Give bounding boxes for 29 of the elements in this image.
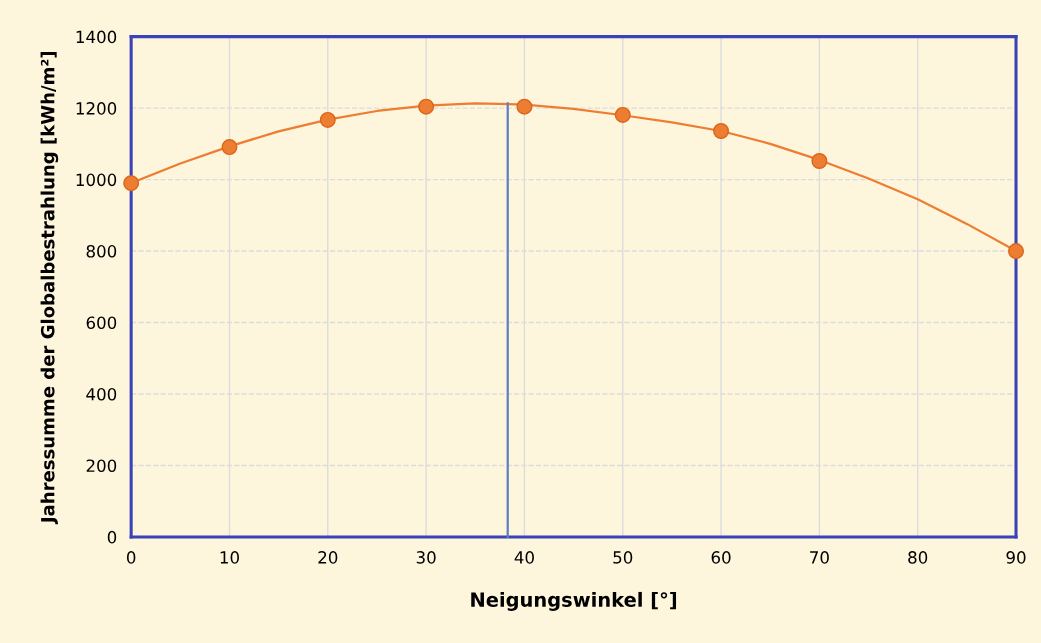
x-tick-label: 50 [613,551,633,564]
point [319,111,336,128]
y-tick-label: 1400 [76,30,117,44]
y-tick-label: 600 [86,316,117,330]
point [1008,243,1024,260]
x-tick-label: 90 [1006,551,1026,564]
x-tick-label: 10 [220,551,239,564]
y-tick-label: 800 [86,245,117,258]
y-tick-label: 1000 [76,173,117,187]
y-tick-label: 200 [86,459,117,473]
x-tick-label: 0 [126,551,136,564]
point [418,98,435,115]
y-tick-label: 400 [86,387,117,401]
point [811,153,828,169]
y-tick-label: 0 [107,530,117,544]
y-tick-label: 1200 [76,102,117,115]
point [221,139,238,156]
y-axis-title: Jahressumme der Globalbestrahlung [kWh/m²] [40,51,59,525]
x-tick-label: 30 [416,551,436,564]
point [123,175,140,192]
x-tick-label: 60 [711,551,731,564]
x-axis-title: Neigungswinkel [°] [471,591,677,611]
point [614,106,631,123]
x-tick-label: 80 [908,551,928,564]
point [516,98,533,115]
x-tick-label: 20 [318,551,338,564]
point [713,123,730,139]
x-tick-label: 40 [514,551,534,564]
x-tick-label: 70 [810,551,829,564]
